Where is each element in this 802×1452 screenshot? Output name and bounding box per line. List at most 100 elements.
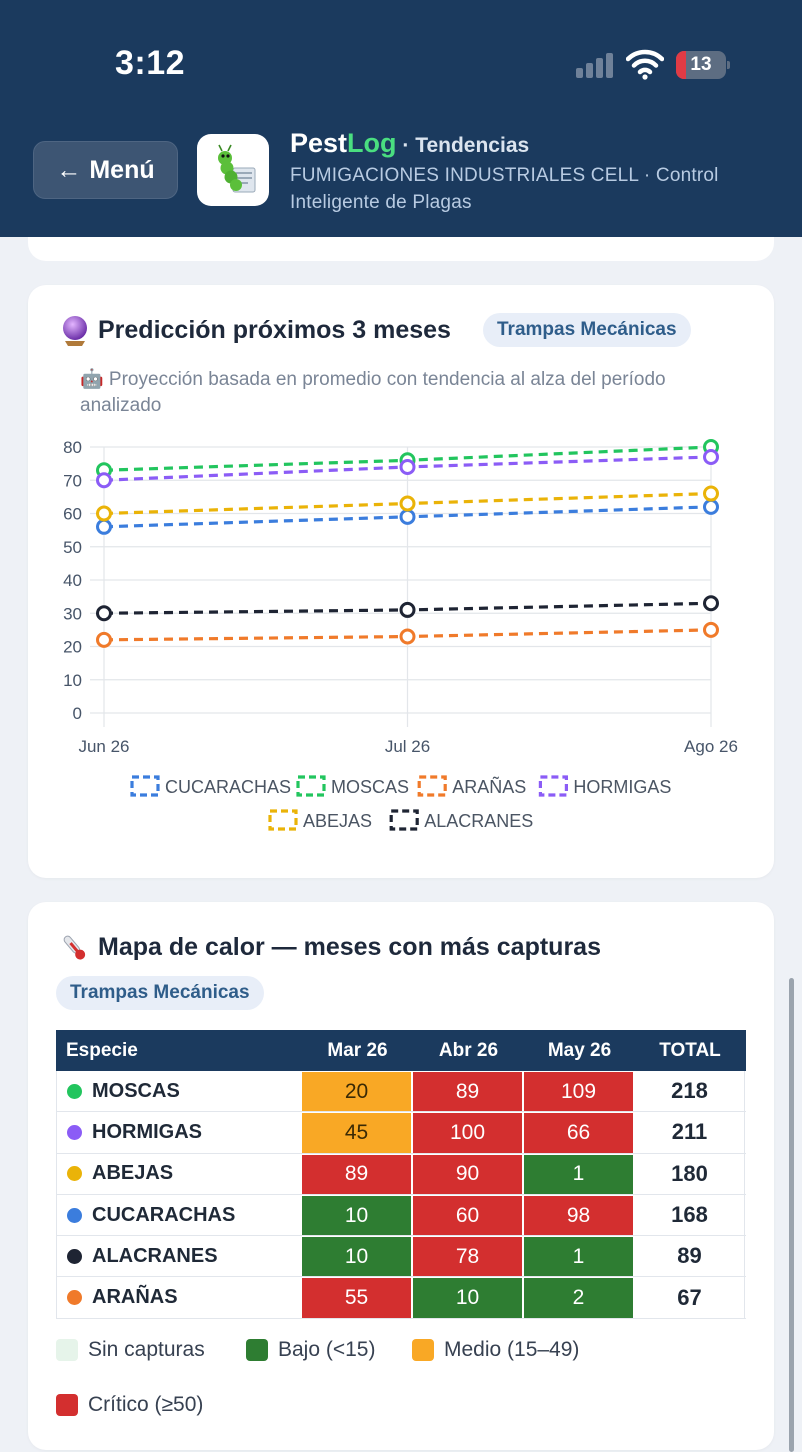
data-point xyxy=(96,605,112,622)
legend-label: Medio (15–49) xyxy=(444,1338,580,1361)
prediction-badge: Trampas Mecánicas xyxy=(483,313,691,347)
legend-label: ABEJAS xyxy=(303,811,372,831)
legend-label: CUCARACHAS xyxy=(165,777,291,797)
wifi-icon xyxy=(626,49,664,80)
heatmap-cell: 89 xyxy=(302,1153,413,1194)
legend-swatch xyxy=(389,809,419,831)
header-month: May 26 xyxy=(547,1040,612,1061)
app-title: PestLog · Tendencias xyxy=(290,128,529,159)
app-header: 3:12 13 ← Menú PestLog · Tendencias xyxy=(0,0,802,237)
legend-label: Sin capturas xyxy=(88,1338,205,1361)
data-point xyxy=(96,505,112,522)
heatmap-table: Especie Mar 26 Abr 26 May 26 TOTAL MOSCA… xyxy=(56,1030,746,1319)
legend-swatch xyxy=(412,1339,434,1361)
legend-label: MOSCAS xyxy=(331,777,409,797)
heatmap-row: CUCARACHAS 10 60 98 168 xyxy=(56,1194,746,1237)
heatmap-cell: 89 xyxy=(413,1071,524,1112)
heatmap-row: ARAÑAS 55 10 2 67 xyxy=(56,1277,746,1319)
data-point xyxy=(399,495,416,512)
legend-sin-capturas: Sin capturas xyxy=(56,1338,205,1362)
y-tick-label: 60 xyxy=(63,505,82,524)
heatmap-cell: 10 xyxy=(413,1277,524,1318)
species-name: MOSCAS xyxy=(92,1079,180,1102)
total-cell: 67 xyxy=(635,1277,745,1318)
heatmap-cell: 60 xyxy=(413,1194,524,1236)
section-name: · Tendencias xyxy=(396,134,530,157)
heatmap-title: Mapa de calor — meses con más capturas xyxy=(98,933,601,961)
y-tick-label: 80 xyxy=(63,438,82,457)
battery-icon: 13 xyxy=(676,51,730,79)
heatmap-row: HORMIGAS 45 100 66 211 xyxy=(56,1112,746,1154)
caterpillar-logo-icon xyxy=(218,144,256,193)
x-tick-label: Ago 26 xyxy=(684,737,738,756)
prediction-card: Predicción próximos 3 meses Trampas Mecá… xyxy=(28,285,774,878)
legend-swatch xyxy=(246,1339,268,1361)
y-tick-label: 10 xyxy=(63,671,82,690)
heatmap-cell: 1 xyxy=(524,1153,635,1194)
data-point xyxy=(703,448,719,465)
heatmap-cell: 45 xyxy=(302,1112,413,1153)
heatmap-cell: 1 xyxy=(524,1236,635,1277)
data-point xyxy=(399,628,416,645)
species-cell: ARAÑAS xyxy=(56,1277,302,1318)
status-time: 3:12 xyxy=(115,44,186,82)
data-point xyxy=(96,631,112,648)
prediction-note: 🤖 Proyección basada en promedio con tend… xyxy=(80,369,666,416)
legend-label: ALACRANES xyxy=(424,811,533,831)
heatmap-row: ABEJAS 89 90 1 180 xyxy=(56,1153,746,1195)
back-to-menu-button[interactable]: ← Menú xyxy=(33,141,178,199)
thermometer-icon xyxy=(63,935,86,960)
heatmap-cell: 100 xyxy=(413,1112,524,1153)
species-name: ARAÑAS xyxy=(92,1286,178,1309)
legend-swatch xyxy=(268,809,298,831)
species-color-dot xyxy=(67,1166,82,1182)
data-point xyxy=(399,458,416,475)
menu-button-label: Menú xyxy=(89,155,155,184)
y-tick-label: 70 xyxy=(63,471,82,490)
crystal-ball-icon xyxy=(63,316,87,346)
header-species: Especie xyxy=(66,1040,138,1061)
y-tick-label: 0 xyxy=(73,704,82,723)
legend-swatch xyxy=(417,775,447,797)
species-name: ABEJAS xyxy=(92,1162,174,1185)
species-cell: ABEJAS xyxy=(56,1153,302,1194)
heatmap-badge: Trampas Mecánicas xyxy=(56,976,264,1010)
heatmap-card: Mapa de calor — meses con más capturas T… xyxy=(28,902,774,1450)
species-color-dot xyxy=(67,1083,82,1099)
data-point xyxy=(96,472,112,489)
y-tick-label: 40 xyxy=(63,571,82,590)
x-tick-label: Jun 26 xyxy=(78,737,129,756)
heatmap-cell: 10 xyxy=(302,1236,413,1277)
data-point xyxy=(703,498,719,515)
data-point xyxy=(703,595,719,612)
data-point xyxy=(96,518,112,535)
app-name-log: Log xyxy=(347,128,397,158)
y-tick-label: 50 xyxy=(63,538,82,557)
legend-swatch xyxy=(130,775,160,797)
data-point xyxy=(703,485,719,502)
legend-swatch xyxy=(56,1394,78,1416)
legend-critico: Crítico (≥50) xyxy=(56,1393,203,1417)
heatmap-cell: 2 xyxy=(524,1277,635,1318)
species-name: ALACRANES xyxy=(92,1244,218,1267)
legend-label: Bajo (<15) xyxy=(278,1338,376,1361)
heatmap-cell: 78 xyxy=(413,1236,524,1277)
species-cell: HORMIGAS xyxy=(56,1112,302,1153)
legend-label: HORMIGAS xyxy=(573,777,671,797)
heatmap-cell: 10 xyxy=(302,1194,413,1236)
species-color-dot xyxy=(67,1290,82,1306)
header-month: Mar 26 xyxy=(327,1040,388,1061)
heatmap-cell: 90 xyxy=(413,1153,524,1194)
y-tick-label: 30 xyxy=(63,604,82,623)
heatmap-cell: 55 xyxy=(302,1277,413,1318)
total-cell: 180 xyxy=(635,1153,745,1194)
total-cell: 211 xyxy=(635,1112,745,1153)
species-cell: MOSCAS xyxy=(56,1071,302,1112)
page-scrollbar[interactable] xyxy=(789,978,794,1452)
heatmap-row: ALACRANES 10 78 1 89 xyxy=(56,1236,746,1278)
legend-swatch xyxy=(538,775,569,797)
company-name: FUMIGACIONES INDUSTRIALES CELL · Control… xyxy=(290,165,719,213)
species-color-dot xyxy=(67,1124,82,1140)
prediction-line-chart: 0 10 20 30 40 50 60 70 80 Jun 26 Jul 26 Ago 26 CUCAR… xyxy=(63,438,738,831)
species-color-dot xyxy=(67,1207,82,1223)
